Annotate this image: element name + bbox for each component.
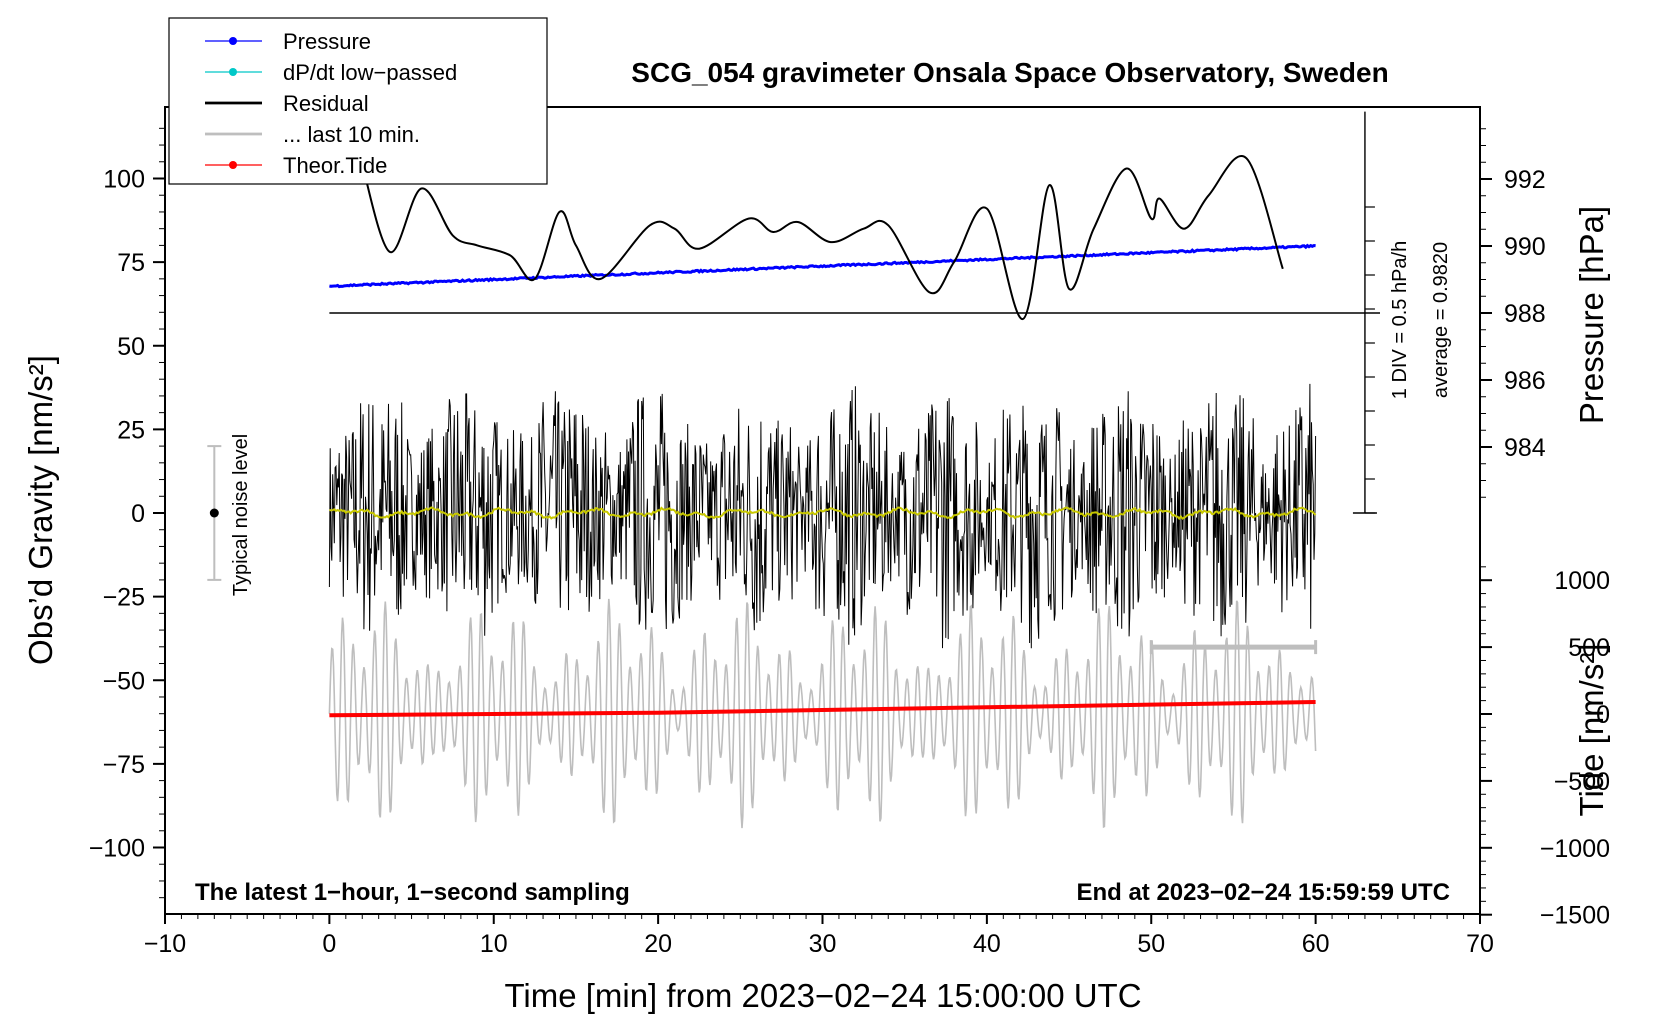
x-tick-label: 60 bbox=[1302, 930, 1330, 958]
legend-label: Residual bbox=[283, 91, 369, 116]
legend-label: Pressure bbox=[283, 29, 371, 54]
y-axis-left-label-main: Obs’d Gravity [nm/s²] bbox=[22, 355, 59, 665]
x-tick-label: 70 bbox=[1466, 930, 1494, 958]
legend-box bbox=[168, 17, 548, 185]
tide-tick-label: −1000 bbox=[1540, 835, 1610, 863]
sampling-note: The latest 1−hour, 1−second sampling bbox=[195, 879, 630, 906]
dpdt-line bbox=[361, 155, 1284, 321]
legend-swatch-marker bbox=[229, 37, 237, 45]
tide-tick-label: 500 bbox=[1568, 634, 1610, 662]
tide-tick-label: 1000 bbox=[1554, 567, 1610, 595]
y-tick-label: −100 bbox=[89, 835, 145, 863]
end-time-note: End at 2023−02−24 15:59:59 UTC bbox=[1076, 879, 1450, 906]
pressure-tick-label: 986 bbox=[1504, 367, 1546, 395]
legend-swatch-marker bbox=[229, 68, 237, 76]
x-tick-label: 30 bbox=[809, 930, 837, 958]
noise-level-point bbox=[209, 508, 219, 518]
y-axis-tide: 1000 500 0 −500 −1000 −1500 bbox=[1480, 566, 1610, 930]
x-tick-label: 40 bbox=[973, 930, 1001, 958]
y-axis-left: 100 75 50 25 0 −25 −50 −75 −100 bbox=[89, 127, 165, 899]
tide-tick-label: 0 bbox=[1596, 701, 1610, 729]
tide-tick-label: −500 bbox=[1554, 768, 1610, 796]
x-tick-label: 20 bbox=[644, 930, 672, 958]
legend: Pressure dP/dt low−passed Residual ... last… bbox=[168, 17, 548, 185]
y-tick-label: −25 bbox=[103, 584, 145, 612]
pressure-tick-label: 992 bbox=[1504, 166, 1546, 194]
pressure-tick-label: 990 bbox=[1504, 233, 1546, 261]
y-tick-label: 0 bbox=[131, 500, 145, 528]
theoretical-tide-line bbox=[329, 700, 1316, 718]
residual-line bbox=[328, 383, 1317, 649]
tide-tick-label: −1500 bbox=[1540, 902, 1610, 930]
average-label: average = 0.9820 bbox=[1430, 242, 1452, 398]
legend-label: Theor.Tide bbox=[283, 153, 387, 178]
tide-axis-label: Tide [nm/s²] bbox=[1573, 644, 1610, 817]
pressure-line bbox=[329, 243, 1316, 289]
pressure-axis-label: Pressure [hPa] bbox=[1573, 206, 1610, 424]
y-tick-label: −75 bbox=[103, 751, 145, 779]
legend-label: ... last 10 min. bbox=[283, 122, 420, 147]
y-tick-label: 50 bbox=[117, 333, 145, 361]
x-tick-label: 10 bbox=[480, 930, 508, 958]
x-tick-label: 50 bbox=[1137, 930, 1165, 958]
y-tick-label: −50 bbox=[103, 667, 145, 695]
y-axis-left-label: Obs’d Gravity [nm/s²] bbox=[22, 355, 59, 665]
x-axis-label: Time [min] from 2023−02−24 15:00:00 UTC bbox=[504, 977, 1141, 1014]
pressure-tick-label: 988 bbox=[1504, 300, 1546, 328]
pressure-tick-label: 984 bbox=[1504, 434, 1546, 462]
y-axis-pressure: 992 990 988 986 984 bbox=[1480, 128, 1546, 498]
residual-lowpass-line bbox=[329, 506, 1317, 521]
x-axis: −10 0 10 20 30 40 50 60 70 bbox=[144, 914, 1494, 958]
x-tick-label: 0 bbox=[322, 930, 336, 958]
legend-swatch-marker bbox=[229, 161, 237, 169]
chart-title: SCG_054 gravimeter Onsala Space Observat… bbox=[631, 57, 1388, 88]
y-tick-label: 75 bbox=[117, 249, 145, 277]
div-scale-label: 1 DIV = 0.5 hPa/h bbox=[1389, 241, 1411, 399]
plot-area bbox=[207, 111, 1380, 829]
x-tick-label: −10 bbox=[144, 930, 186, 958]
y-tick-label: 100 bbox=[103, 166, 145, 194]
noise-level-label: Typical noise level bbox=[230, 434, 252, 596]
legend-label: dP/dt low−passed bbox=[283, 60, 457, 85]
y-tick-label: 25 bbox=[117, 416, 145, 444]
